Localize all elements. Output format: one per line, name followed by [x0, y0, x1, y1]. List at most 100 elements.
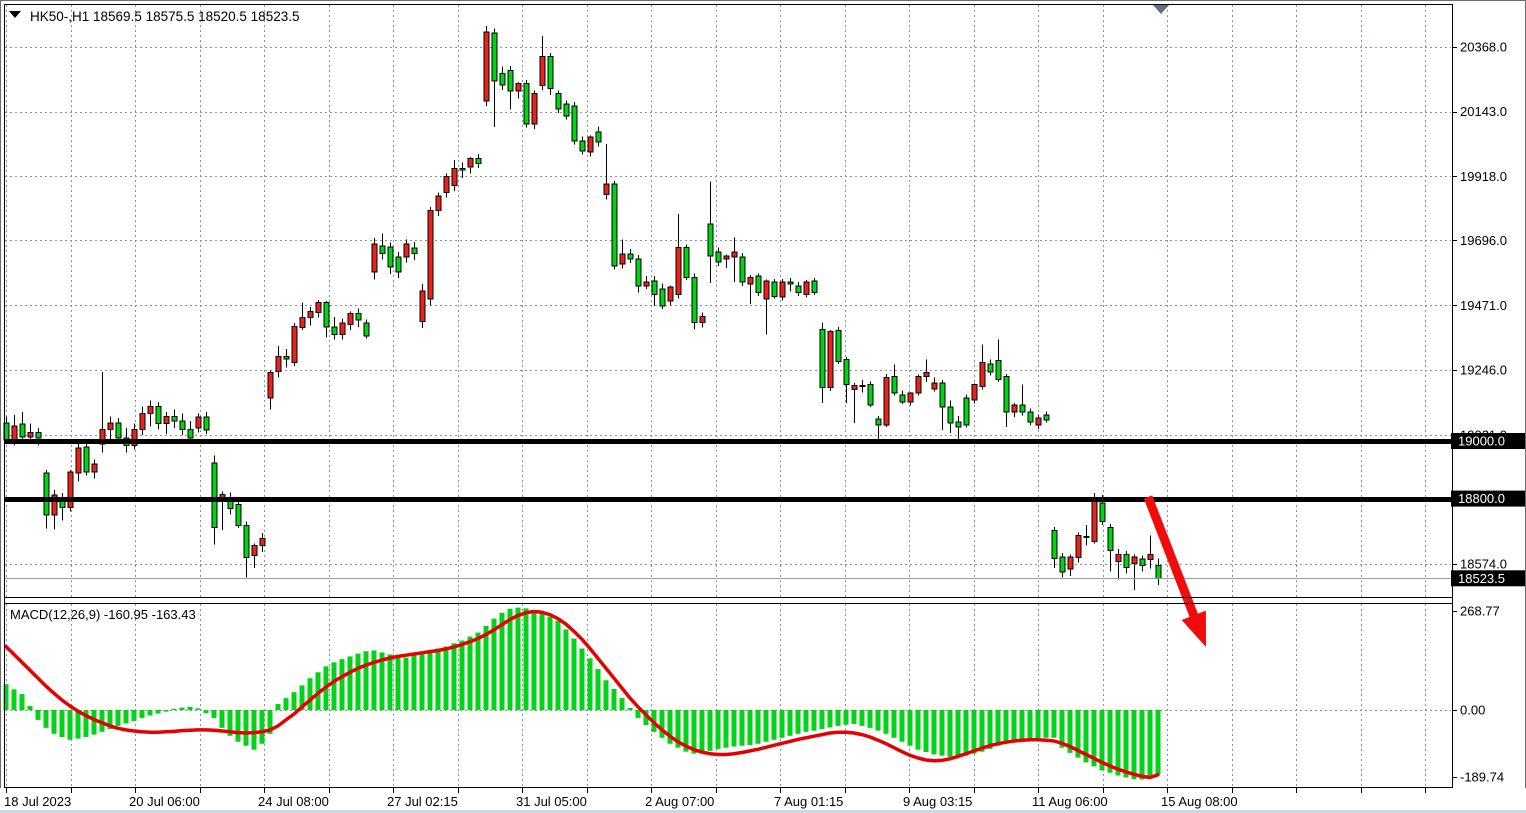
candle[interactable]: [955, 421, 962, 428]
candle[interactable]: [1131, 556, 1138, 564]
candle[interactable]: [83, 446, 90, 473]
candle[interactable]: [1155, 564, 1162, 579]
candle[interactable]: [755, 275, 762, 293]
candle[interactable]: [563, 103, 570, 117]
candle[interactable]: [843, 358, 850, 386]
candle[interactable]: [475, 158, 482, 164]
candle[interactable]: [443, 175, 450, 194]
candle[interactable]: [539, 55, 546, 86]
macd-panel[interactable]: [3, 607, 1161, 780]
candle[interactable]: [243, 524, 250, 558]
candle[interactable]: [611, 183, 618, 267]
candle[interactable]: [355, 312, 362, 321]
candle[interactable]: [899, 394, 906, 403]
candle[interactable]: [403, 243, 410, 258]
candle[interactable]: [419, 290, 426, 322]
time-axis[interactable]: [0, 788, 1526, 810]
candle[interactable]: [883, 377, 890, 426]
candle[interactable]: [571, 105, 578, 142]
candle[interactable]: [1091, 499, 1098, 542]
candle[interactable]: [491, 32, 498, 82]
candle[interactable]: [1035, 417, 1042, 426]
candle[interactable]: [1067, 556, 1074, 570]
candle[interactable]: [515, 83, 522, 92]
candle[interactable]: [307, 310, 314, 318]
candle[interactable]: [675, 246, 682, 295]
candle[interactable]: [747, 276, 754, 285]
candle[interactable]: [1043, 414, 1050, 421]
candle[interactable]: [19, 423, 26, 438]
candle[interactable]: [435, 195, 442, 211]
candle[interactable]: [763, 280, 770, 300]
candle[interactable]: [363, 322, 370, 337]
candle[interactable]: [627, 253, 634, 260]
candle[interactable]: [275, 356, 282, 373]
candle[interactable]: [1027, 411, 1034, 423]
annotations[interactable]: [1143, 5, 1206, 647]
candle[interactable]: [579, 140, 586, 152]
candle[interactable]: [291, 325, 298, 364]
candle[interactable]: [819, 328, 826, 389]
candle[interactable]: [147, 405, 154, 415]
candle[interactable]: [467, 158, 474, 168]
candle[interactable]: [635, 258, 642, 287]
candle[interactable]: [979, 362, 986, 388]
candle[interactable]: [1107, 526, 1114, 552]
candle[interactable]: [867, 384, 874, 406]
candle[interactable]: [27, 431, 34, 438]
candle[interactable]: [851, 385, 858, 391]
candle[interactable]: [427, 209, 434, 300]
candle[interactable]: [1099, 502, 1106, 522]
candle[interactable]: [683, 246, 690, 278]
candle[interactable]: [659, 288, 666, 307]
candle[interactable]: [339, 322, 346, 335]
price-axis[interactable]: [1453, 4, 1525, 787]
candle[interactable]: [499, 73, 506, 86]
trend-arrow-shaft[interactable]: [1143, 495, 1200, 621]
axes[interactable]: 20368.0 20143.0 19918.0 19696.0 19471.0 19246…: [0, 4, 1526, 810]
candle[interactable]: [395, 256, 402, 273]
candle[interactable]: [595, 131, 602, 143]
candle[interactable]: [347, 312, 354, 325]
candle[interactable]: [875, 418, 882, 426]
candle[interactable]: [987, 363, 994, 373]
candle[interactable]: [667, 286, 674, 302]
candle[interactable]: [859, 385, 866, 388]
candle[interactable]: [811, 280, 818, 293]
candle[interactable]: [299, 316, 306, 328]
candle[interactable]: [1003, 376, 1010, 413]
candle[interactable]: [411, 247, 418, 255]
level-lines[interactable]: [4, 439, 1452, 579]
candle[interactable]: [971, 384, 978, 401]
candle[interactable]: [131, 428, 138, 446]
candle[interactable]: [379, 245, 386, 255]
candle[interactable]: [739, 256, 746, 283]
candle[interactable]: [323, 301, 330, 328]
candle[interactable]: [707, 223, 714, 257]
candle[interactable]: [115, 422, 122, 439]
candle[interactable]: [827, 330, 834, 389]
candle[interactable]: [1139, 558, 1146, 566]
candle[interactable]: [67, 471, 74, 508]
candle[interactable]: [907, 392, 914, 403]
candle[interactable]: [643, 281, 650, 287]
candle[interactable]: [163, 416, 170, 425]
candle[interactable]: [1123, 553, 1130, 569]
candle[interactable]: [1147, 553, 1154, 560]
candle[interactable]: [179, 420, 186, 430]
candle[interactable]: [507, 70, 514, 92]
candle[interactable]: [835, 329, 842, 362]
candle[interactable]: [387, 246, 394, 268]
trend-arrow-head[interactable]: [1181, 610, 1206, 647]
candle[interactable]: [771, 281, 778, 297]
candle[interactable]: [187, 428, 194, 439]
candle[interactable]: [915, 376, 922, 394]
candle[interactable]: [139, 413, 146, 430]
candle[interactable]: [787, 281, 794, 285]
candle[interactable]: [75, 447, 82, 474]
candle[interactable]: [259, 538, 266, 547]
candle[interactable]: [691, 276, 698, 324]
candle[interactable]: [251, 545, 258, 557]
candle[interactable]: [1059, 556, 1066, 573]
